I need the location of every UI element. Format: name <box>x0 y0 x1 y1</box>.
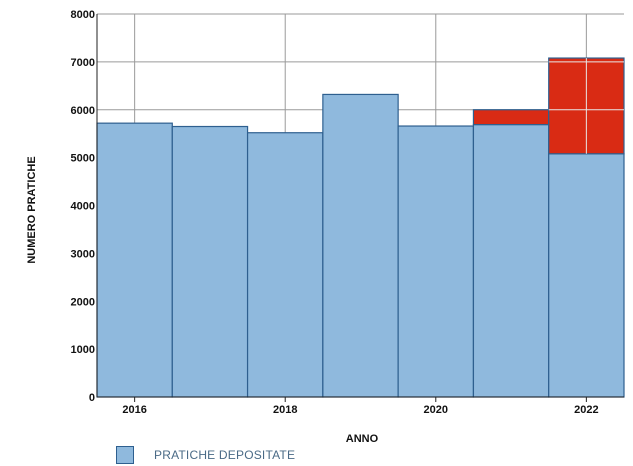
y-tick-label: 0 <box>89 392 95 404</box>
y-axis-title: NUMERO PRATICHE <box>26 156 38 263</box>
y-tick-label: 5000 <box>71 153 95 165</box>
y-tick-label: 2000 <box>71 296 95 308</box>
bar-extra <box>472 109 550 126</box>
y-tick-label: 6000 <box>71 105 95 117</box>
x-tick-label: 2020 <box>424 404 448 416</box>
bar-depositate <box>171 125 249 398</box>
bar-depositate <box>246 132 324 398</box>
y-tick-label: 4000 <box>71 201 95 213</box>
y-tick-label: 8000 <box>71 9 95 21</box>
bars <box>96 57 625 398</box>
y-tick-label: 1000 <box>71 344 95 356</box>
bar-depositate <box>548 153 625 398</box>
y-tick-label: 3000 <box>71 248 95 260</box>
x-tick-label: 2018 <box>273 404 297 416</box>
axes <box>96 14 624 402</box>
x-tick-labels: 2016 2018 2020 2022 <box>122 404 598 416</box>
legend-swatch <box>116 446 134 464</box>
x-tick-label: 2022 <box>574 404 598 416</box>
y-tick-labels: 0 1000 2000 3000 4000 5000 6000 7000 8000 <box>71 9 95 404</box>
legend: PRATICHE DEPOSITATE <box>116 446 295 464</box>
bar-depositate <box>397 125 475 398</box>
x-tick-label: 2016 <box>122 404 146 416</box>
bar-depositate <box>322 93 399 398</box>
x-axis-title: ANNO <box>346 433 379 445</box>
bar-depositate <box>96 122 173 398</box>
legend-label: PRATICHE DEPOSITATE <box>154 448 296 462</box>
y-tick-label: 7000 <box>71 57 95 69</box>
bar-depositate <box>472 123 550 398</box>
